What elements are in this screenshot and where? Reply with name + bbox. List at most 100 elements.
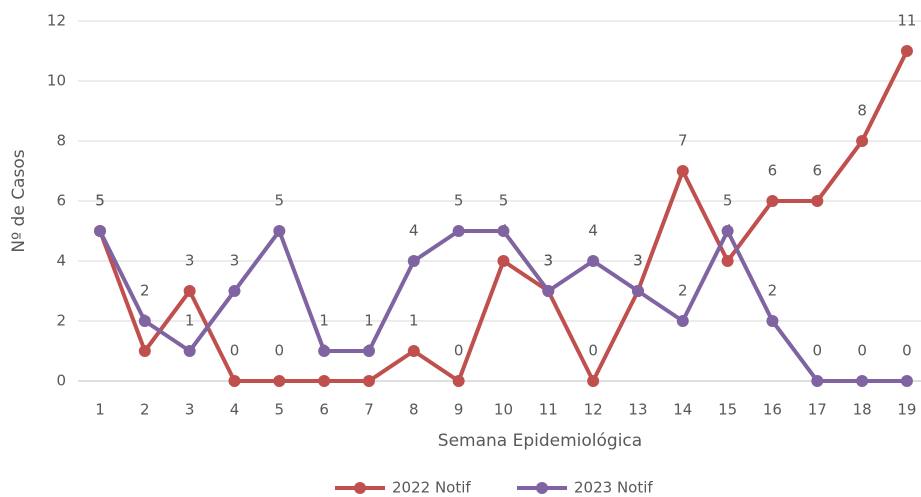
data-label: 3 [185, 252, 195, 270]
data-label: 5 [275, 192, 285, 210]
data-label: 2 [678, 282, 688, 300]
data-label: 5 [454, 192, 464, 210]
point [228, 375, 241, 387]
x-tick-label: 1 [95, 401, 105, 419]
data-label: 6 [813, 162, 823, 180]
x-tick-label: 6 [319, 401, 329, 419]
data-label: 1 [409, 312, 419, 330]
point [183, 345, 196, 357]
x-tick-label: 11 [539, 401, 558, 419]
data-label: 0 [588, 342, 598, 360]
point [362, 345, 375, 357]
x-tick-label: 5 [275, 401, 285, 419]
point [631, 285, 644, 297]
x-tick-label: 16 [763, 401, 782, 419]
data-label: 5 [95, 192, 105, 210]
x-tick-label: 15 [718, 401, 737, 419]
point [766, 315, 779, 327]
x-tick-label: 4 [230, 401, 240, 419]
y-tick-label: 4 [56, 252, 66, 270]
point [318, 345, 331, 357]
series-line [98, 50, 909, 383]
x-axis-title: Semana Epidemiológica [438, 431, 642, 451]
point [138, 315, 151, 327]
legend-marker [354, 482, 366, 494]
data-label: 8 [857, 102, 867, 120]
data-label: 2 [140, 282, 150, 300]
data-label: 0 [454, 342, 464, 360]
data-label: 2 [768, 282, 778, 300]
legend-label: 2023 Notif [574, 479, 653, 497]
data-label: 1 [364, 312, 374, 330]
data-label: 1 [185, 312, 195, 330]
point [811, 375, 824, 387]
data-label: 5 [723, 192, 733, 210]
point [273, 375, 286, 387]
point [676, 165, 689, 177]
y-tick-label: 0 [56, 372, 66, 390]
point [766, 195, 779, 207]
point [721, 225, 734, 237]
point [900, 375, 913, 387]
data-label: 3 [544, 252, 554, 270]
x-tick-label: 12 [584, 401, 603, 419]
point [183, 285, 196, 297]
y-axis-title: Nº de Casos [9, 149, 29, 252]
point [94, 225, 106, 237]
x-tick-label: 18 [853, 401, 872, 419]
data-label: 3 [230, 252, 240, 270]
point [900, 45, 913, 57]
x-tick-label: 13 [628, 401, 647, 419]
data-label: 7 [678, 132, 688, 150]
series-line [98, 229, 907, 383]
point [676, 315, 689, 327]
point [318, 375, 331, 387]
point [407, 345, 420, 357]
y-tick-label: 8 [56, 132, 66, 150]
point [452, 225, 465, 237]
point [228, 285, 241, 297]
data-label: 6 [768, 162, 778, 180]
y-tick-label: 10 [47, 72, 66, 90]
data-label: 3 [544, 252, 554, 270]
data-label: 0 [902, 342, 912, 360]
legend-label: 2022 Notif [392, 479, 471, 497]
point [721, 255, 734, 267]
data-label: 5 [499, 192, 509, 210]
point [497, 225, 510, 237]
point [452, 375, 465, 387]
y-tick-label: 12 [47, 12, 66, 30]
data-label: 0 [813, 342, 823, 360]
point [811, 195, 824, 207]
x-tick-label: 9 [454, 401, 464, 419]
y-tick-label: 6 [56, 192, 66, 210]
x-tick-label: 8 [409, 401, 419, 419]
data-label: 5 [95, 192, 105, 210]
x-tick-label: 2 [140, 401, 150, 419]
data-label: 0 [857, 342, 867, 360]
x-tick-label: 3 [185, 401, 195, 419]
x-tick-label: 10 [494, 401, 513, 419]
x-tick-label: 14 [673, 401, 692, 419]
data-label: 11 [897, 12, 916, 30]
point [362, 375, 375, 387]
y-tick-label: 2 [56, 312, 66, 330]
point [587, 255, 600, 267]
point [542, 285, 555, 297]
data-label: 0 [275, 342, 285, 360]
point [856, 375, 869, 387]
x-tick-label: 7 [364, 401, 374, 419]
x-tick-label: 19 [897, 401, 916, 419]
data-label: 1 [319, 312, 329, 330]
point [138, 345, 151, 357]
point [587, 375, 600, 387]
point [497, 255, 510, 267]
x-tick-label: 17 [808, 401, 827, 419]
point [273, 225, 286, 237]
data-label: 0 [230, 342, 240, 360]
point [407, 255, 420, 267]
point [856, 135, 869, 147]
legend-marker [536, 482, 548, 494]
data-label: 4 [409, 222, 419, 240]
